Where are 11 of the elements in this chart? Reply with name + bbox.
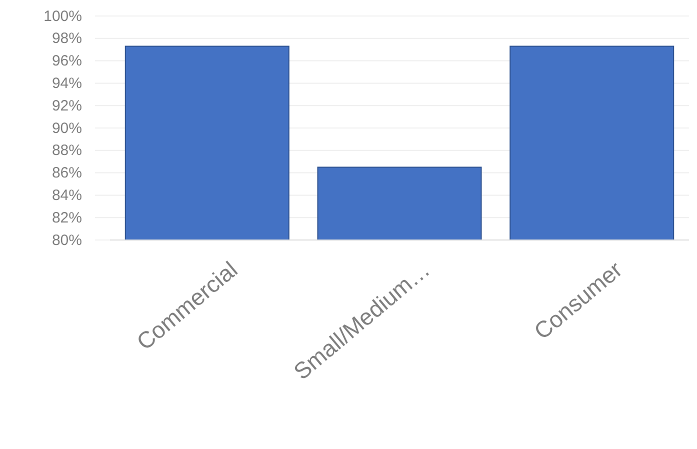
y-tick-label: 92% [52,97,82,114]
y-tick-label: 86% [52,164,82,182]
y-tick-label: 88% [52,142,82,160]
y-tick-label: 90% [52,120,82,137]
y-tick-label: 96% [52,52,82,70]
y-tick-label: 98% [52,30,82,48]
y-tick-label: 80% [52,232,82,249]
y-tick-label: 100% [44,8,82,25]
y-tick-label: 94% [52,75,82,92]
y-tick-label: 84% [52,187,82,204]
y-tick-label: 82% [52,209,82,226]
